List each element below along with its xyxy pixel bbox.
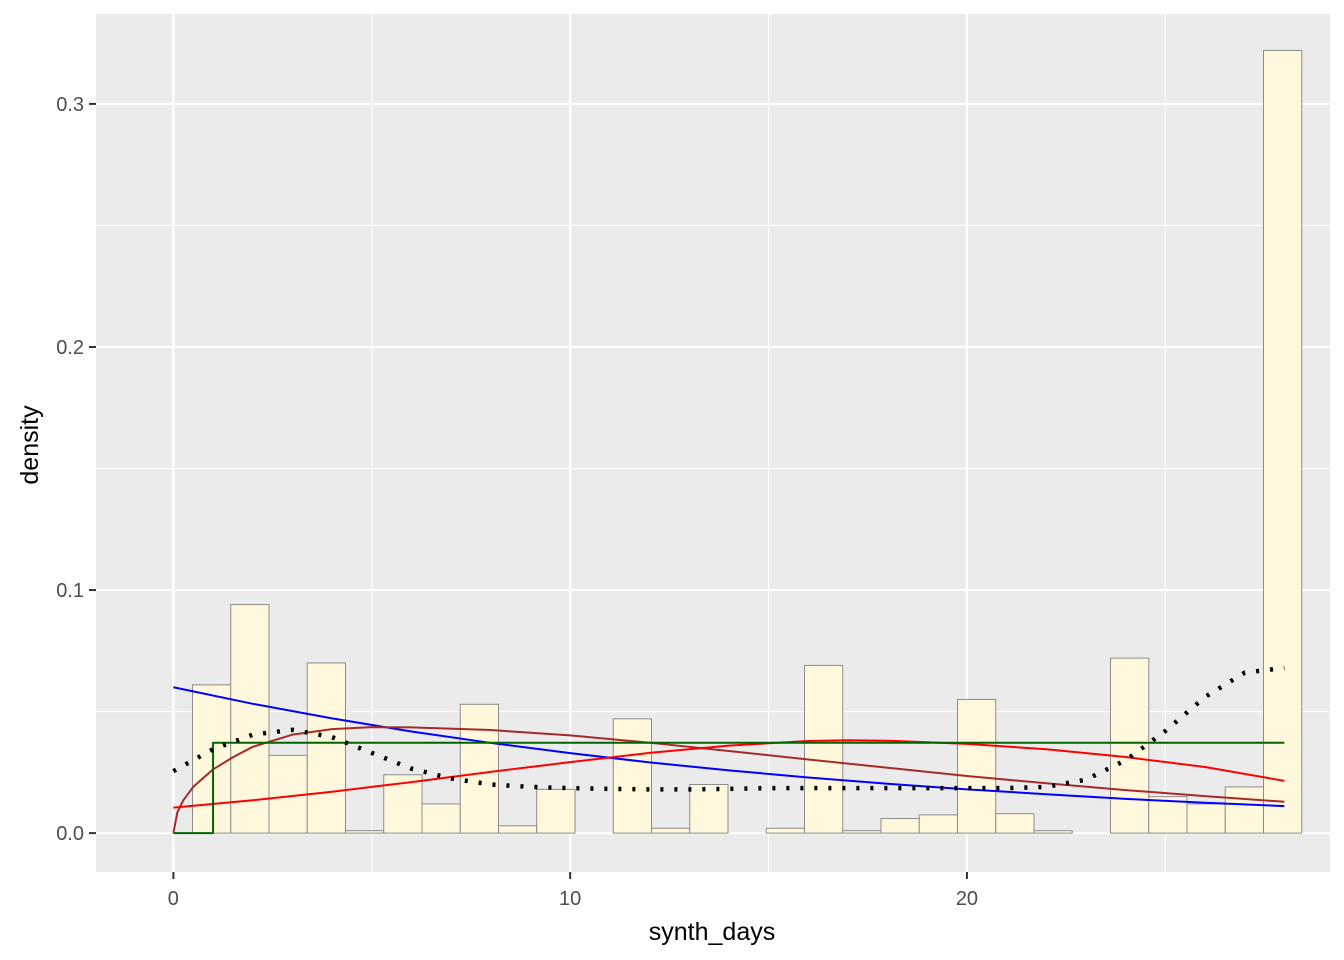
histogram-bar — [956, 698, 997, 834]
histogram-bar — [689, 783, 729, 834]
y-tick-label: 0.3 — [56, 94, 84, 116]
histogram-bar — [918, 814, 958, 834]
histogram-bar — [306, 662, 346, 834]
histogram-bar — [497, 825, 538, 834]
fitted-curves — [172, 665, 1285, 835]
histogram-bar — [880, 818, 920, 834]
x-tick-labels: 0 10 20 — [168, 888, 978, 910]
y-tick-label: 0.2 — [56, 337, 84, 359]
curve-line — [173, 741, 1285, 835]
x-tick-label: 20 — [956, 888, 978, 910]
histogram-bar — [995, 813, 1035, 834]
histogram-bar — [344, 830, 385, 834]
y-axis-title: density — [16, 405, 44, 485]
histogram-bar — [803, 664, 844, 834]
curve-line — [172, 726, 1285, 834]
histogram-bar — [536, 788, 576, 834]
minor-gridlines — [96, 14, 1330, 872]
curve-line — [173, 686, 1285, 808]
histogram-bar — [765, 827, 805, 834]
histogram-bar — [383, 774, 423, 834]
histogram-bar — [230, 604, 270, 834]
y-tick-label: 0.0 — [56, 823, 84, 845]
x-tick-label: 10 — [559, 888, 581, 910]
histogram-bar — [1109, 657, 1150, 834]
histogram-bars — [191, 49, 1303, 834]
histogram-bar — [1033, 830, 1073, 834]
histogram-bar — [421, 803, 461, 834]
histogram-bar — [191, 684, 232, 834]
y-tick-labels: 0.0 0.1 0.2 0.3 — [56, 94, 84, 845]
x-tick-label: 0 — [168, 888, 179, 910]
histogram-bar — [842, 830, 882, 834]
histogram-bar — [650, 827, 691, 834]
curve-line — [172, 665, 1285, 792]
histogram-bar — [1224, 786, 1264, 834]
y-tick-label: 0.1 — [56, 580, 84, 602]
histogram-bar — [459, 703, 499, 834]
axis-ticks — [89, 102, 968, 879]
histogram-bar — [612, 718, 652, 834]
histogram-bar — [1262, 49, 1303, 834]
x-axis-title: synth_days — [649, 918, 775, 946]
histogram-bar — [1186, 803, 1226, 834]
